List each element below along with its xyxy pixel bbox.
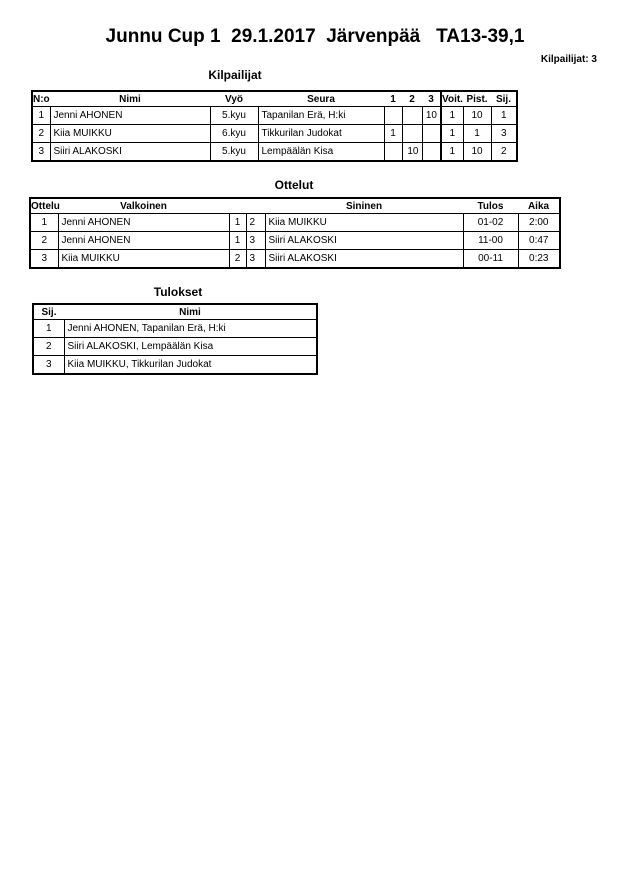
matches-cell: 3	[29, 249, 59, 269]
matches-cell: Jenni AHONEN	[57, 213, 230, 232]
competitors-cell: 1	[31, 106, 51, 125]
matches-column-header: Sininen	[265, 198, 463, 214]
competitors-row: 1 Jenni AHONEN 5.kyu Tapanilan Erä, H:ki 10 1…	[31, 106, 518, 125]
competitors-cell: 2	[31, 124, 51, 143]
competitors-cell	[383, 106, 403, 125]
matches-column-header: Aika	[518, 198, 560, 214]
matches-cell: 2	[29, 231, 59, 250]
competitors-cell: 10	[401, 142, 423, 162]
competitors-cell: 1	[440, 106, 464, 125]
competitors-cell: Lempäälän Kisa	[257, 142, 385, 162]
matches-cell: 11-00	[462, 231, 519, 250]
competitors-cell: 6.kyu	[209, 124, 259, 143]
results-column-header: Nimi	[64, 304, 317, 320]
competitors-cell: Siiri ALAKOSKI	[49, 142, 211, 162]
competitors-cell: 5.kyu	[209, 142, 259, 162]
competitors-cell: 1	[462, 124, 492, 143]
matches-column-header	[229, 198, 246, 214]
matches-cell: Siiri ALAKOSKI	[264, 249, 464, 269]
matches-cell: Kiia MUIKKU	[57, 249, 230, 269]
matches-cell: Jenni AHONEN	[57, 231, 230, 250]
competitors-cell	[421, 142, 442, 162]
matches-cell: 0:23	[517, 249, 561, 269]
competitors-column-header: 2	[402, 91, 422, 107]
matches-column-header: Tulos	[463, 198, 518, 214]
matches-cell: Kiia MUIKKU	[264, 213, 464, 232]
matches-row: 1 Jenni AHONEN 1 2 Kiia MUIKKU 01-02 2:00	[29, 213, 561, 232]
results-cell: 1	[32, 319, 65, 338]
matches-cell: 1	[29, 213, 59, 232]
matches-cell: 2:00	[517, 213, 561, 232]
matches-row: 3 Kiia MUIKKU 2 3 Siiri ALAKOSKI 00-11 0:23	[29, 249, 561, 269]
matches-cell: 1	[228, 231, 247, 250]
results-cell: 2	[32, 337, 65, 356]
competitor-count: Kilpailijat: 3	[540, 54, 597, 65]
competitors-cell: 10	[462, 106, 492, 125]
results-cell: 3	[32, 355, 65, 375]
competitors-cell: 3	[31, 142, 51, 162]
competitors-column-header: Voit.	[440, 91, 463, 107]
competitors-column-header: Vyö	[210, 91, 258, 107]
competitors-cell: 2	[490, 142, 518, 162]
matches-column-header	[246, 198, 265, 214]
results-cell: Kiia MUIKKU, Tikkurilan Judokat	[63, 355, 318, 375]
matches-cell: Siiri ALAKOSKI	[264, 231, 464, 250]
results-heading: Tulokset	[153, 285, 203, 299]
matches-cell: 00-11	[462, 249, 519, 269]
page-title: Junnu Cup 1 29.1.2017 Järvenpää TA13-39,…	[105, 26, 525, 47]
results-cell: Siiri ALAKOSKI, Lempäälän Kisa	[63, 337, 318, 356]
competitors-table: N:o Nimi Vyö Seura 1 2 3 Voit. Pist. Sij. 1 Jenni A…	[31, 90, 518, 162]
competitors-cell: Tapanilan Erä, H:ki	[257, 106, 385, 125]
competitors-cell: Tikkurilan Judokat	[257, 124, 385, 143]
competitors-cell: 10	[421, 106, 442, 125]
matches-cell: 0:47	[517, 231, 561, 250]
competitors-cell: 3	[490, 124, 518, 143]
matches-heading: Ottelut	[274, 178, 314, 192]
matches-cell: 01-02	[462, 213, 519, 232]
competitors-column-header: Sij.	[491, 91, 517, 107]
competitors-column-header: 1	[384, 91, 402, 107]
competitors-column-header: N:o	[32, 91, 50, 107]
results-row: 1 Jenni AHONEN, Tapanilan Erä, H:ki	[32, 319, 318, 338]
competitors-cell: 1	[440, 142, 464, 162]
competitors-cell	[383, 142, 403, 162]
matches-column-header: Valkoinen	[58, 198, 229, 214]
competitors-cell	[401, 124, 423, 143]
competitors-column-header: Seura	[258, 91, 384, 107]
results-row: 3 Kiia MUIKKU, Tikkurilan Judokat	[32, 355, 318, 375]
competitors-row: 2 Kiia MUIKKU 6.kyu Tikkurilan Judokat 1 1 1 3	[31, 124, 518, 143]
matches-cell: 2	[245, 213, 266, 232]
results-row: 2 Siiri ALAKOSKI, Lempäälän Kisa	[32, 337, 318, 356]
competitors-column-header: 3	[422, 91, 441, 107]
results-table: Sij. Nimi 1 Jenni AHONEN, Tapanilan Erä, H:…	[32, 303, 318, 375]
matches-cell: 2	[228, 249, 247, 269]
competitors-cell: 10	[462, 142, 492, 162]
matches-cell: 3	[245, 249, 266, 269]
results-column-header: Sij.	[33, 304, 64, 320]
competitors-cell: 1	[383, 124, 403, 143]
competitors-cell: 1	[490, 106, 518, 125]
competitors-cell	[401, 106, 423, 125]
matches-row: 2 Jenni AHONEN 1 3 Siiri ALAKOSKI 11-00 0:47	[29, 231, 561, 250]
competitors-cell: 1	[440, 124, 464, 143]
matches-column-header: Ottelu	[30, 198, 60, 214]
competitors-cell: 5.kyu	[209, 106, 259, 125]
matches-table: Ottelu Valkoinen Sininen Tulos Aika 1 Jenni AH…	[29, 197, 561, 269]
competitors-cell: Kiia MUIKKU	[49, 124, 211, 143]
competitors-row: 3 Siiri ALAKOSKI 5.kyu Lempäälän Kisa 10 1 10 2	[31, 142, 518, 162]
matches-cell: 3	[245, 231, 266, 250]
competitors-cell: Jenni AHONEN	[49, 106, 211, 125]
competitors-heading: Kilpailijat	[208, 68, 262, 82]
competitors-column-header: Pist.	[463, 91, 491, 107]
competitors-cell	[421, 124, 442, 143]
matches-cell: 1	[228, 213, 247, 232]
competitors-column-header: Nimi	[50, 91, 210, 107]
results-cell: Jenni AHONEN, Tapanilan Erä, H:ki	[63, 319, 318, 338]
